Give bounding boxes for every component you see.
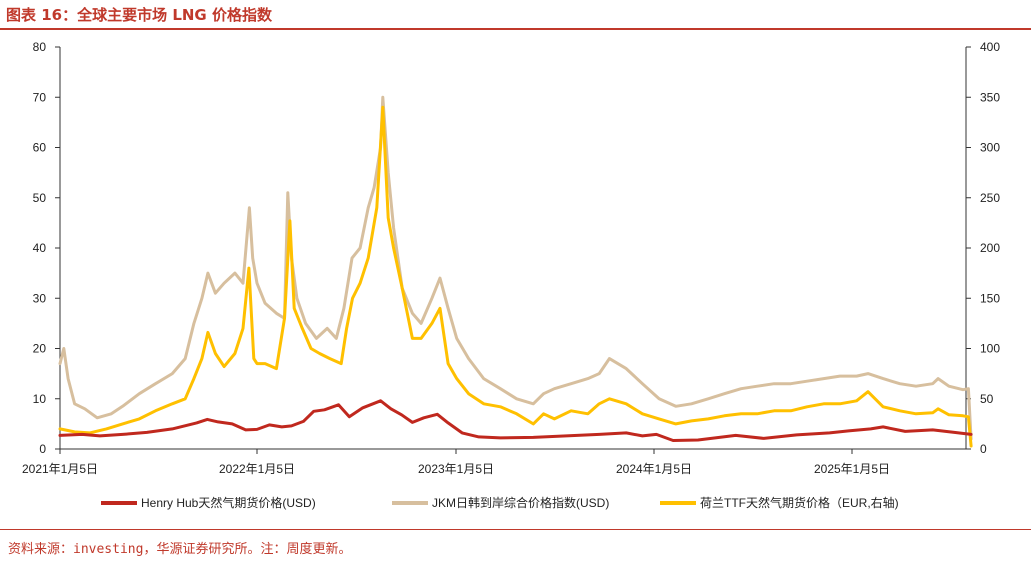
- y-left-tick-label: 40: [33, 241, 47, 255]
- y-left-tick-label: 70: [33, 90, 47, 104]
- y-right-tick-label: 400: [980, 40, 1000, 54]
- series-line-henry: [58, 399, 973, 442]
- y-right-tick-label: 0: [980, 442, 987, 456]
- y-left-tick-label: 50: [33, 191, 47, 205]
- series-line-ttf: [58, 105, 973, 448]
- legend-label-ttf: 荷兰TTF天然气期货价格（EUR,右轴): [700, 495, 899, 510]
- series-line-jkm: [58, 95, 973, 441]
- x-tick-label: 2025年1月5日: [814, 462, 890, 476]
- x-tick-label: 2021年1月5日: [22, 462, 98, 476]
- y-left-tick-label: 80: [33, 40, 47, 54]
- y-left-tick-label: 60: [33, 141, 47, 155]
- y-left-tick-label: 0: [39, 442, 46, 456]
- chart-axes: 0 10 20 30 40 50 60 70 80 0 50 100 150 200 250 300 350 40…: [22, 40, 1000, 476]
- figure-title: 图表 16：全球主要市场 LNG 价格指数: [6, 6, 272, 24]
- y-right-tick-label: 150: [980, 291, 1000, 305]
- y-right-tick-label: 250: [980, 191, 1000, 205]
- y-right-tick-label: 200: [980, 241, 1000, 255]
- x-tick-label: 2022年1月5日: [219, 462, 295, 476]
- lng-price-chart: 0 10 20 30 40 50 60 70 80 0 50 100 150 200 250 300 350 40…: [22, 40, 1000, 510]
- legend-label-jkm: JKM日韩到岸综合价格指数(USD): [432, 495, 609, 510]
- source-note: 资料来源：investing，华源证券研究所。注：周度更新。: [8, 542, 352, 557]
- title-rule: [0, 28, 1031, 30]
- y-right-tick-label: 50: [980, 392, 994, 406]
- y-left-tick-label: 10: [33, 392, 47, 406]
- y-right-tick-label: 100: [980, 342, 1000, 356]
- chart-series: [58, 95, 973, 448]
- x-tick-label: 2023年1月5日: [418, 462, 494, 476]
- source-rule: [0, 529, 1031, 530]
- legend-label-henry: Henry Hub天然气期货价格(USD): [141, 495, 316, 510]
- x-tick-label: 2024年1月5日: [616, 462, 692, 476]
- chart-legend: Henry Hub天然气期货价格(USD) JKM日韩到岸综合价格指数(USD) 荷…: [101, 495, 899, 510]
- y-left-tick-label: 30: [33, 291, 47, 305]
- y-left-tick-label: 20: [33, 342, 47, 356]
- y-right-tick-label: 300: [980, 141, 1000, 155]
- y-right-tick-label: 350: [980, 90, 1000, 104]
